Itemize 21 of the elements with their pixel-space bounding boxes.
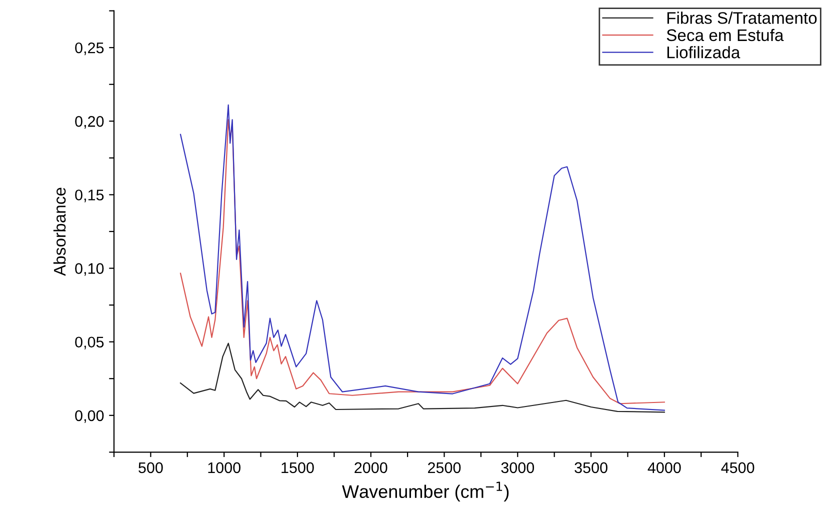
x-tick-label: 3500 <box>574 462 608 474</box>
x-tick-label: 1000 <box>208 462 240 474</box>
y-tick-label: 0,10 <box>75 263 104 276</box>
y-tick-label: 0,05 <box>75 336 104 350</box>
y-tick-label: 0,00 <box>75 410 104 423</box>
legend-label: Liofilizada <box>667 46 740 58</box>
y-axis-title: Absorbance <box>53 188 66 276</box>
y-tick-label: 0,25 <box>75 42 104 56</box>
line-series <box>180 342 665 413</box>
legend-label: Seca em Estufa <box>666 28 784 42</box>
legend-label: Fibras S/Tratamento <box>667 12 817 24</box>
x-tick-label: 4000 <box>648 462 681 474</box>
x-tick-label: 500 <box>138 462 163 474</box>
x-tick-label: 3000 <box>501 462 534 474</box>
x-tick-label: 2500 <box>428 462 461 474</box>
x-tick-label: 2000 <box>354 462 388 474</box>
x-tick-label: 4500 <box>721 462 754 474</box>
y-tick-label: 0,20 <box>75 116 104 129</box>
x-axis-title: Wavenumber (cm$^{−1}$) <box>342 482 509 502</box>
y-tick-label: 0,15 <box>75 190 104 202</box>
x-tick-label: 1500 <box>282 462 314 474</box>
